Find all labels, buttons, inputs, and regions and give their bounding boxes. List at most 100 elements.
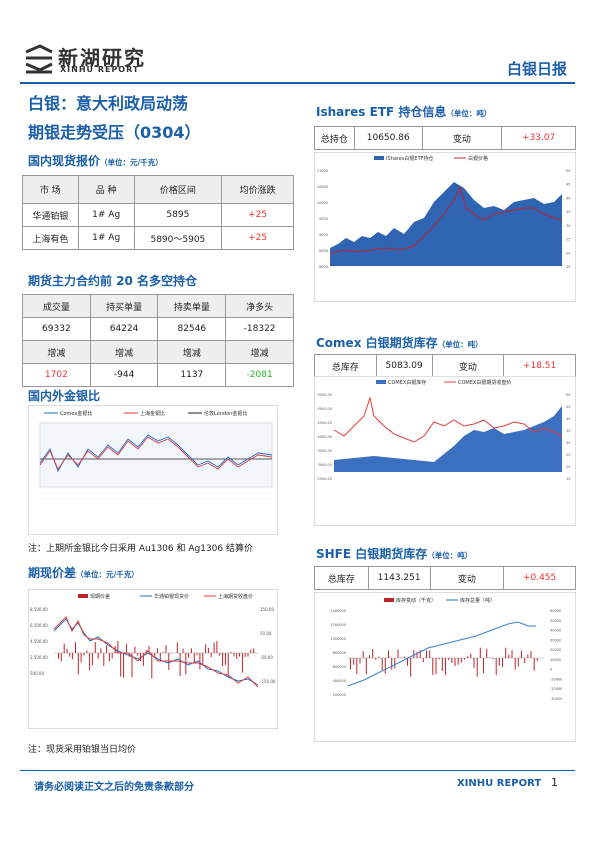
bar-mark xyxy=(162,652,164,653)
bar-mark xyxy=(202,653,204,666)
shfe-y2-tick: 30000 xyxy=(550,638,561,642)
bar-mark xyxy=(123,653,125,678)
bar-mark xyxy=(244,653,246,657)
bar-mark xyxy=(438,658,440,660)
bar-mark xyxy=(448,658,450,660)
bar-mark xyxy=(369,655,370,658)
header-divider xyxy=(20,82,575,84)
bar-mark xyxy=(473,658,475,668)
ratio-note: 注：上期所金银比今日采用 Au1306 和 Ag1306 结算价 xyxy=(28,544,253,554)
bar-mark xyxy=(467,656,469,658)
footer-divider xyxy=(20,770,575,771)
etf-y2-tick: 30 xyxy=(566,224,570,228)
bar-mark xyxy=(521,650,522,658)
basis-section-title: 期现价差（单位：元/千克） xyxy=(28,566,139,580)
bar-mark xyxy=(505,647,507,658)
svg-text:2,500.00: 2,500.00 xyxy=(30,655,48,660)
bar-mark xyxy=(247,653,249,657)
bar-mark xyxy=(416,651,418,658)
doc-type: 白银日报 xyxy=(506,60,567,78)
table-row: 华通铂银 1# Ag 5895 +25 xyxy=(22,203,294,227)
th-avg-change: 均价涨跌 xyxy=(221,175,294,204)
shfe-y2-tick: -20000 xyxy=(550,687,562,691)
bar-mark xyxy=(230,652,232,653)
bar-mark xyxy=(193,653,195,664)
comex-y2-tick: 45 xyxy=(566,405,570,409)
logo-cn: 新湖研究 xyxy=(58,46,146,70)
etf-y2-tick: 20 xyxy=(566,251,570,255)
shfe-y2-tick: -30000 xyxy=(550,697,562,701)
comex-inventory-chart: COMEX白银库存 COMEX白银期货收盘价 5500.00 5000.00 450… xyxy=(314,376,576,526)
bar-mark xyxy=(426,650,427,658)
bar-mark xyxy=(63,643,65,653)
bar-mark xyxy=(508,654,510,658)
comex-y2-tick: 20 xyxy=(566,465,570,469)
gold-silver-ratio-chart: Comex金银比 上海金银比 伦敦London金银比 xyxy=(28,405,278,535)
etf-y-tick: 11000 xyxy=(317,169,328,173)
bar-mark xyxy=(236,653,238,659)
bar-mark xyxy=(210,653,212,657)
basis-legend-futures: 上海期货收盘价 xyxy=(218,593,253,600)
bar-mark xyxy=(100,648,102,653)
comex-y2-tick: 40 xyxy=(566,417,570,421)
ratio-legend-london: 伦敦London金银比 xyxy=(204,410,247,417)
shfe-inventory-chart: 库存变动（千克） 库存总量（吨） 1400000 1200000 1000000 80… xyxy=(314,592,576,742)
shfe-y-tick: 1200000 xyxy=(330,623,346,627)
svg-text:8,500.00: 8,500.00 xyxy=(30,607,48,612)
bar-mark xyxy=(106,645,108,653)
bar-mark xyxy=(536,658,538,661)
bar-mark xyxy=(117,641,119,653)
bar-mark xyxy=(103,653,105,666)
bar-mark xyxy=(125,643,127,653)
table-row: 上海有色 1# Ag 5890～5905 +25 xyxy=(22,226,294,250)
th-market: 市 场 xyxy=(22,175,79,204)
etf-y-tick: 10000 xyxy=(317,201,328,205)
svg-text:6,500.00: 6,500.00 xyxy=(30,623,48,628)
page-number: 1 xyxy=(551,776,558,789)
comex-y2-tick: 25 xyxy=(566,453,570,457)
bar-mark xyxy=(495,658,497,675)
bar-mark xyxy=(151,653,153,679)
bar-mark xyxy=(134,646,136,653)
bar-mark xyxy=(530,651,532,658)
bar-mark xyxy=(111,653,113,659)
shfe-y2-tick: -10000 xyxy=(550,677,562,681)
shfe-y2-tick: 0 xyxy=(550,668,552,672)
comex-y-tick: 2500.00 xyxy=(318,477,332,481)
svg-text:4,500.00: 4,500.00 xyxy=(30,639,48,644)
bar-mark xyxy=(483,658,484,674)
bar-mark xyxy=(365,658,367,675)
bar-mark xyxy=(83,653,85,656)
shfe-y2-tick: 10000 xyxy=(550,658,561,662)
bar-mark xyxy=(182,648,184,653)
bar-mark xyxy=(128,653,130,657)
bar-mark xyxy=(394,658,396,669)
bar-mark xyxy=(131,653,133,678)
spot-price-table: 市 场 品 种 价格区间 均价涨跌 华通铂银 1# Ag 5895 +25 上海… xyxy=(22,175,294,250)
bar-mark xyxy=(165,645,167,653)
comex-legend-price: COMEX白银期货收盘价 xyxy=(458,379,511,386)
shfe-y-tick: 1400000 xyxy=(330,609,346,613)
bar-mark xyxy=(66,648,68,653)
bar-mark xyxy=(157,648,158,653)
bar-mark xyxy=(476,658,478,677)
bar-mark xyxy=(441,658,443,671)
bar-mark xyxy=(356,658,358,675)
comex-y2-tick: 15 xyxy=(566,477,570,481)
basis-legend-diff: 现期价差 xyxy=(90,593,110,600)
comex-y-tick: 5000.00 xyxy=(318,407,332,411)
logo-mark-icon xyxy=(25,44,53,74)
bar-mark xyxy=(451,658,453,663)
bar-mark xyxy=(253,648,255,653)
bar-mark xyxy=(108,653,110,662)
bar-mark xyxy=(77,653,79,675)
comex-section-title: Comex 白银期货库存（单位：吨） xyxy=(316,336,483,350)
etf-y2-tick: 50 xyxy=(566,169,570,173)
shfe-y-tick: 1000000 xyxy=(330,637,346,641)
comex-y-tick: 5500.00 xyxy=(318,393,332,397)
bar-mark xyxy=(222,653,224,667)
bar-mark xyxy=(403,656,405,658)
bar-mark xyxy=(359,658,361,664)
ratio-legend-comex: Comex金银比 xyxy=(60,410,92,417)
basis-chart: 现期价差 华通铂银现货价 上海期货收盘价 8,500.00 6,500.00 4,5… xyxy=(28,589,278,729)
